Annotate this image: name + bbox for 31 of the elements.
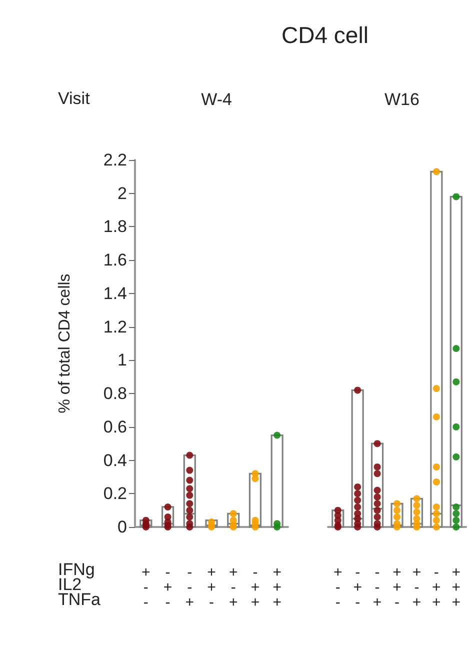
y-tick-label: 1	[118, 350, 127, 370]
y-axis-title: % of total CD4 cells	[56, 274, 74, 414]
y-tick-label: 1.8	[103, 217, 127, 236]
y-tick-label: 2.2	[103, 150, 127, 170]
y-tick-label: 2	[118, 184, 127, 203]
x-tick-label: + + -	[392, 564, 402, 611]
x-tick-label: + + +	[452, 564, 461, 611]
text: Visit	[58, 89, 90, 109]
x-tick-label: + - +	[412, 564, 422, 611]
x-tick-label: + - -	[142, 564, 151, 611]
y-tick-label: 0.2	[103, 484, 127, 504]
x-tick-label: + + -	[207, 564, 216, 611]
x-tick-label: - - +	[185, 564, 194, 611]
x-tick-label: + - -	[333, 564, 342, 611]
y-tick-label: 0	[118, 518, 127, 536]
x-tick-label: - - +	[372, 564, 382, 611]
y-tick-label: 1.6	[103, 250, 127, 270]
y-tick-label: 0.4	[103, 450, 127, 470]
chart-title: CD4 cell	[280, 22, 370, 49]
x-tick-label: - + -	[353, 564, 362, 611]
x-tick-label: + - +	[228, 564, 238, 611]
x-tick-label: - + +	[432, 564, 442, 611]
y-tick-label: 0.6	[103, 417, 127, 436]
x-tick-label: - + -	[163, 564, 172, 611]
x-tick-label: - + +	[250, 564, 260, 611]
chart-subtitle: W16	[384, 90, 420, 109]
y-tick-label: 1.4	[103, 284, 127, 303]
x-tick-label: + + +	[272, 564, 282, 611]
chart-subtitle: W-4	[201, 90, 232, 109]
y-tick-label: 0.8	[103, 384, 127, 404]
y-tick-label: 1.2	[103, 317, 127, 336]
